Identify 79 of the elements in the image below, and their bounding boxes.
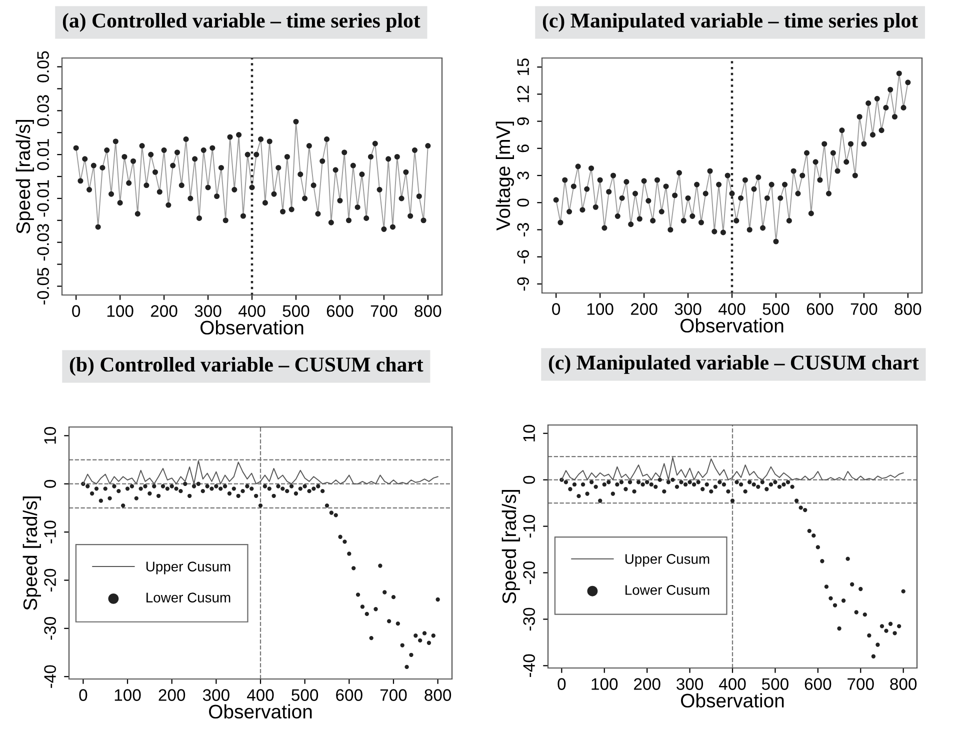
chart-title: (a) Controlled variable – time series plot xyxy=(62,12,420,32)
y-tick-label: 0 xyxy=(523,476,535,484)
x-tick-label: 600 xyxy=(804,678,832,690)
y-tick-label: -0.03 xyxy=(37,224,49,261)
y-axis-title: Speed [rad/s] xyxy=(502,490,520,604)
y-tick-label: 0.05 xyxy=(37,51,49,82)
x-tick-label: 700 xyxy=(850,303,878,315)
x-tick-label: 400 xyxy=(238,305,266,317)
x-tick-label: 300 xyxy=(202,689,230,701)
x-tick-label: 500 xyxy=(762,678,788,690)
y-tick-label: -40 xyxy=(523,654,535,677)
chart-title: (c) Manipulated variable – CUSUM chart xyxy=(548,354,919,374)
y-axis-title: Voltage [mV] xyxy=(496,122,514,231)
x-tick-label: 800 xyxy=(414,305,442,317)
x-tick-label: 400 xyxy=(718,678,746,690)
y-tick-label: 0 xyxy=(44,480,56,488)
x-tick-label: 600 xyxy=(806,303,834,315)
x-tick-label: 800 xyxy=(894,303,922,315)
y-tick-label: 3 xyxy=(517,172,529,180)
y-tick-label: -30 xyxy=(44,617,56,640)
x-tick-label: 0 xyxy=(552,303,560,315)
x-tick-label: 200 xyxy=(150,305,178,317)
y-tick-label: -0.05 xyxy=(37,268,49,304)
y-tick-label: -3 xyxy=(517,223,529,236)
y-axis-title: Speed [rad/s] xyxy=(16,120,34,234)
x-tick-label: 500 xyxy=(292,689,318,701)
x-tick-label: 200 xyxy=(158,689,186,701)
y-tick-label: -30 xyxy=(523,608,535,631)
y-tick-label: -6 xyxy=(517,250,529,264)
y-tick-label: -0.01 xyxy=(37,180,49,217)
x-tick-label: 500 xyxy=(282,305,310,317)
legend-label: Lower Cusum xyxy=(626,585,710,595)
y-tick-label: -40 xyxy=(44,665,56,688)
y-tick-label: 0 xyxy=(517,198,529,207)
x-tick-label: 100 xyxy=(107,305,134,317)
x-tick-label: 100 xyxy=(592,678,618,690)
x-tick-label: 800 xyxy=(424,689,452,701)
x-tick-label: 600 xyxy=(326,305,354,317)
x-tick-label: 700 xyxy=(370,305,398,317)
y-tick-label: -10 xyxy=(44,520,56,544)
x-tick-label: 400 xyxy=(246,689,274,701)
x-axis-title: Observation xyxy=(209,704,312,719)
y-tick-label: -20 xyxy=(523,561,535,584)
x-tick-label: 0 xyxy=(79,689,88,701)
y-tick-label: -20 xyxy=(44,568,56,592)
x-tick-label: 300 xyxy=(674,303,702,315)
x-tick-label: 100 xyxy=(114,689,141,701)
x-tick-label: 400 xyxy=(718,303,746,315)
x-tick-label: 800 xyxy=(890,678,917,690)
x-axis-title: Observation xyxy=(681,693,784,708)
y-tick-label: 0.03 xyxy=(37,95,49,126)
x-tick-label: 0 xyxy=(72,305,80,317)
x-tick-label: 500 xyxy=(762,303,790,315)
y-tick-label: 0.01 xyxy=(37,139,49,170)
chart-title: (c) Manipulated variable – time series plot xyxy=(542,12,918,32)
legend-label: Lower Cusum xyxy=(146,592,230,602)
x-axis-title: Observation xyxy=(200,320,304,335)
x-axis-title: Observation xyxy=(680,318,784,333)
chart-title: (b) Controlled variable – CUSUM chart xyxy=(70,356,424,376)
y-tick-label: -10 xyxy=(523,514,535,538)
x-tick-label: 200 xyxy=(630,303,658,315)
y-tick-label: 10 xyxy=(523,424,535,442)
y-axis-title: Speed [rad/s] xyxy=(22,496,41,610)
y-tick-label: 6 xyxy=(517,144,529,152)
y-tick-label: 12 xyxy=(517,86,529,102)
legend-label: Upper Cusum xyxy=(146,562,230,574)
x-tick-label: 700 xyxy=(380,689,407,701)
x-tick-label: 200 xyxy=(634,678,660,690)
x-tick-label: 100 xyxy=(587,303,614,315)
legend-label: Upper Cusum xyxy=(625,554,710,567)
x-tick-label: 300 xyxy=(194,305,222,317)
x-tick-label: 0 xyxy=(558,678,566,690)
y-tick-label: 15 xyxy=(517,58,529,76)
y-tick-label: 9 xyxy=(517,117,529,126)
y-tick-label: -9 xyxy=(517,277,529,291)
x-tick-label: 600 xyxy=(336,689,362,701)
x-tick-label: 300 xyxy=(676,678,704,690)
y-tick-label: 10 xyxy=(44,427,56,444)
x-tick-label: 700 xyxy=(848,678,874,690)
